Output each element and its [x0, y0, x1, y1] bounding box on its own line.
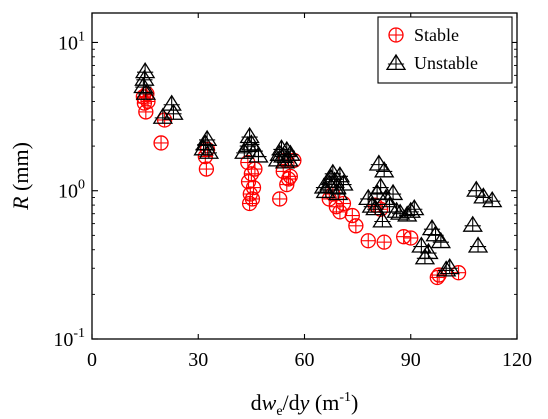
y-axis-label: R (mm) — [8, 142, 33, 211]
y-tick-base: 10 — [53, 329, 73, 351]
stable-point — [138, 104, 154, 120]
unstable-point — [372, 211, 393, 228]
stable-point — [360, 233, 376, 249]
unstable-point — [382, 183, 404, 201]
unstable-point — [239, 126, 260, 144]
unstable-point — [482, 190, 503, 208]
legend-label: Unstable — [414, 53, 478, 73]
legend-marker-unstable — [385, 53, 407, 71]
stable-point — [247, 161, 263, 177]
axis-ticks — [91, 13, 518, 340]
unstable-point — [280, 144, 301, 161]
label-part: /d — [283, 390, 300, 415]
unstable-point — [430, 231, 452, 249]
stable-point — [403, 230, 419, 246]
y-tick-label: 101 — [58, 29, 85, 54]
x-tick-label: 60 — [295, 349, 315, 371]
label-part: (mm) — [8, 142, 33, 196]
label-part: -1 — [339, 390, 351, 405]
plot-marks — [133, 61, 503, 286]
legend-marker-stable — [388, 27, 404, 43]
unstable-point — [462, 215, 483, 232]
label-part: ) — [351, 390, 358, 415]
label-part: w — [262, 390, 277, 415]
unstable-point — [418, 242, 439, 260]
unstable-point — [333, 174, 354, 191]
series-unstable — [133, 61, 503, 277]
stable-point — [279, 176, 295, 193]
y-tick-label: 100 — [58, 178, 85, 203]
y-tick-base: 10 — [58, 181, 78, 203]
legend-box — [377, 16, 513, 84]
stable-point — [376, 234, 392, 250]
legend: Stable Unstable — [377, 16, 513, 84]
x-tick-label: 90 — [401, 349, 421, 371]
y-tick-base: 10 — [58, 32, 78, 54]
unstable-point — [134, 61, 156, 79]
unstable-point — [196, 129, 218, 147]
stable-point — [198, 161, 215, 177]
stable-point — [348, 218, 364, 234]
unstable-point — [135, 83, 157, 100]
unstable-point — [370, 177, 391, 194]
stable-point — [272, 191, 288, 207]
stable-point — [153, 135, 169, 151]
x-axis-label: dwe/dy (m-1) — [251, 390, 359, 419]
label-part: d — [251, 390, 262, 415]
x-tick-label: 0 — [87, 349, 97, 371]
y-tick-exponent: 0 — [78, 178, 85, 193]
label-part: (m — [309, 390, 339, 415]
label-part: e — [276, 404, 282, 419]
x-tick-label: 30 — [188, 349, 208, 371]
stable-point — [140, 93, 156, 110]
stable-point — [245, 179, 262, 196]
unstable-point — [467, 236, 489, 253]
unstable-point — [248, 146, 269, 163]
unstable-point — [365, 199, 386, 216]
label-part: R — [8, 196, 33, 211]
y-tick-label: 10-1 — [53, 326, 85, 351]
unstable-point — [152, 107, 174, 124]
unstable-point — [163, 103, 184, 120]
unstable-point — [374, 161, 395, 178]
stable-point — [282, 168, 298, 185]
y-tick-exponent: -1 — [73, 326, 85, 341]
legend-label: Stable — [414, 25, 459, 45]
unstable-point — [327, 183, 349, 201]
y-tick-exponent: 1 — [78, 29, 85, 44]
unstable-point — [198, 142, 220, 159]
label-part: y — [298, 390, 310, 415]
unstable-point — [404, 199, 425, 216]
unstable-point — [439, 258, 460, 275]
x-tick-label: 120 — [502, 349, 532, 371]
